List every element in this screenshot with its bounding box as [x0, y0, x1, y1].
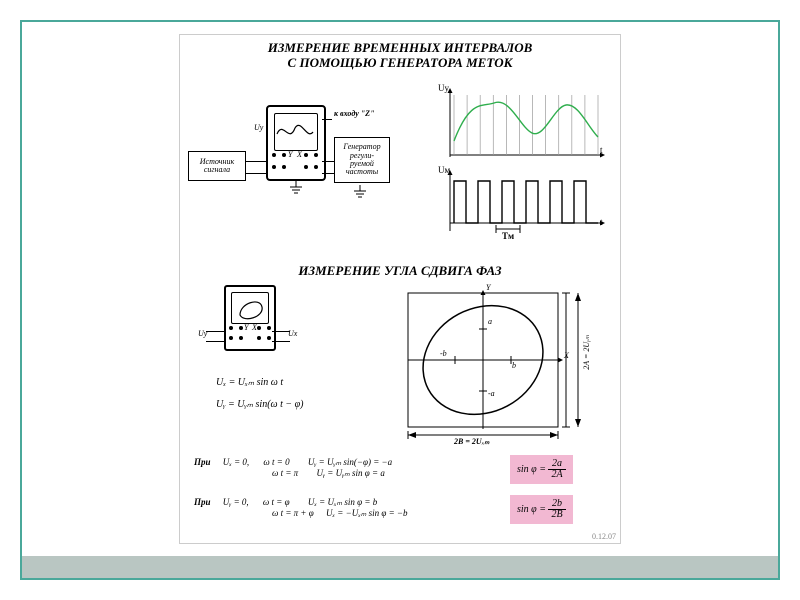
pri2: При [194, 497, 211, 507]
diagram-panel: ИЗМЕРЕНИЕ ВРЕМЕННЫХ ИНТЕРВАЛОВ С ПОМОЩЬЮ… [179, 34, 621, 544]
terminal-dot [272, 153, 276, 157]
f1bot: 2A [548, 470, 565, 480]
section1: Источник сигнала Y [188, 85, 612, 257]
eq-ux: Uₓ = Uₓₘ sin ω t [216, 377, 283, 388]
result-box-1: sin φ = 2a 2A [510, 455, 573, 484]
scope-terminals: Y X [270, 151, 320, 175]
scope2-screen [231, 292, 269, 324]
terminal-dot [304, 153, 308, 157]
pri1: При [194, 457, 211, 467]
lissajous-svg [396, 285, 596, 455]
terminal-dot [229, 336, 233, 340]
result-box-2: sin φ = 2b 2B [510, 495, 573, 524]
wire [322, 173, 334, 174]
uy-label: Uу [254, 123, 263, 132]
section2-title: ИЗМЕРЕНИЕ УГЛА СДВИГА ФАЗ [180, 263, 620, 279]
cond-block-2: При Uᵧ = 0, ω t = φ Uₓ = Uₓₘ sin φ = b ω… [194, 497, 494, 519]
generator-box: Генератор регули- руемой частоты [334, 137, 390, 183]
dim-2b: 2B = 2Uₓₘ [454, 437, 489, 446]
terminal-dot [257, 326, 261, 330]
outer-frame: ИЗМЕРЕНИЕ ВРЕМЕННЫХ ИНТЕРВАЛОВ С ПОМОЩЬЮ… [20, 20, 780, 580]
scope-screen [274, 113, 318, 151]
wire [206, 341, 224, 342]
oscilloscope: Y X [266, 105, 326, 181]
sinphi2: sin φ = [517, 504, 546, 515]
eq-uy: Uᵧ = Uᵧₘ sin(ω t − φ) [216, 399, 303, 410]
oscilloscope-2: Y X [224, 285, 276, 351]
axis-t2: t [600, 217, 603, 227]
section1-title-line2: С ПОМОЩЬЮ ГЕНЕРАТОРА МЕТОК [288, 55, 513, 70]
wire [272, 341, 290, 342]
wire [322, 119, 332, 120]
wire [206, 331, 224, 332]
lj-y: Y [486, 283, 490, 292]
ground-icon [352, 185, 368, 199]
s2-x: X [252, 323, 257, 332]
z-input-label: к входу "Z" [334, 109, 375, 118]
terminal-dot [239, 336, 243, 340]
terminal-dot [314, 165, 318, 169]
tm-label: Tм [502, 231, 514, 241]
lj-x: X [564, 351, 569, 360]
lj-ma: -a [488, 389, 495, 398]
marker-plot [436, 167, 608, 239]
wire [246, 173, 268, 174]
c2d: ω t = π + φ [272, 508, 314, 518]
terminal-dot [229, 326, 233, 330]
wire [246, 161, 268, 162]
c2b: ω t = φ [263, 497, 290, 507]
lj-a: a [488, 317, 492, 326]
f2bot: 2B [548, 510, 565, 520]
terminal-dot [239, 326, 243, 330]
bottom-band [22, 556, 778, 578]
section1-title-line1: ИЗМЕРЕНИЕ ВРЕМЕННЫХ ИНТЕРВАЛОВ [268, 40, 533, 55]
c2e: Uₓ = −Uₓₘ sin φ = −b [326, 508, 408, 518]
scope-x-label: X [297, 150, 302, 159]
cond-block-1: При Uₓ = 0, ω t = 0 Uᵧ = Uᵧₘ sin(−φ) = −… [194, 457, 494, 479]
axis-t1: t [600, 145, 603, 155]
terminal-dot [257, 336, 261, 340]
sinphi1: sin φ = [517, 464, 546, 475]
signal-plot [436, 85, 608, 163]
lj-b: b [512, 361, 516, 370]
c1b: ω t = 0 [263, 457, 289, 467]
lissajous-figure: Y X a -a b -b 2A = 2Uᵧₘ 2B = 2Uₓₘ [396, 285, 596, 455]
terminal-dot [314, 153, 318, 157]
c1c: Uᵧ = Uᵧₘ sin(−φ) = −a [308, 457, 392, 467]
ground-icon [288, 181, 304, 195]
c1d: ω t = π [272, 468, 298, 478]
scope-y-label: Y [288, 150, 292, 159]
terminal-dot [267, 326, 271, 330]
lj-mb: -b [440, 349, 447, 358]
wire [322, 161, 334, 162]
waveform-plots: Uу t Uм t Tм [436, 85, 608, 257]
terminal-dot [304, 165, 308, 169]
axis-um: Uм [438, 165, 450, 175]
section1-title: ИЗМЕРЕНИЕ ВРЕМЕННЫХ ИНТЕРВАЛОВ С ПОМОЩЬЮ… [180, 41, 620, 71]
footer-date: 0.12.07 [592, 532, 616, 541]
s2-y: Y [244, 323, 248, 332]
terminal-dot [282, 153, 286, 157]
terminal-dot [267, 336, 271, 340]
c2c: Uₓ = Uₓₘ sin φ = b [308, 497, 377, 507]
scope-waveform-icon [275, 114, 317, 150]
terminal-dot [272, 165, 276, 169]
c2a: Uᵧ = 0, [223, 497, 249, 507]
section2: Y X Uу Uх Uₓ = Uₓₘ sin ω t Uᵧ = Uᵧₘ sin(… [188, 285, 612, 537]
c1e: Uᵧ = Uᵧₘ sin φ = a [316, 468, 384, 478]
wire [272, 331, 290, 332]
c1a: Uₓ = 0, [223, 457, 249, 467]
terminal-dot [282, 165, 286, 169]
source-box: Источник сигнала [188, 151, 246, 181]
scope-ellipse-icon [232, 293, 268, 323]
axis-uy: Uу [438, 83, 449, 93]
dim-2a: 2A = 2Uᵧₘ [582, 335, 591, 370]
